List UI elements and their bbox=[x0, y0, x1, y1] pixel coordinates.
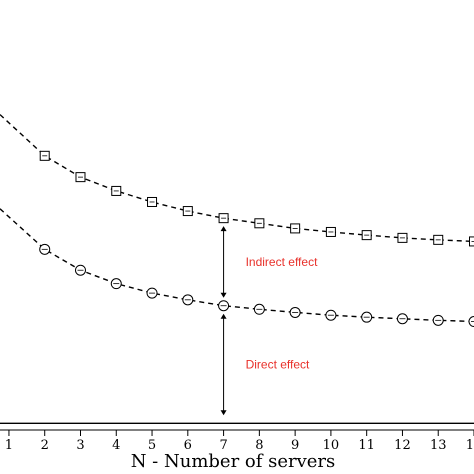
x-axis-label: N - Number of servers bbox=[131, 451, 336, 472]
annotation-label: Direct effect bbox=[246, 358, 310, 372]
series-line-1 bbox=[0, 114, 474, 243]
x-tick-label: 4 bbox=[112, 438, 120, 453]
x-tick-label: 1 bbox=[5, 438, 13, 453]
x-tick-label: 13 bbox=[430, 438, 447, 453]
annotation-layer: Indirect effect Direct effect bbox=[220, 226, 318, 416]
x-tick-layer: 1234567891011121314 bbox=[5, 430, 474, 453]
x-tick-label: 7 bbox=[219, 438, 227, 453]
series-line-2 bbox=[0, 208, 474, 323]
x-tick-label: 5 bbox=[148, 438, 156, 453]
arrow-head-up bbox=[220, 226, 227, 232]
x-tick-label: 2 bbox=[41, 438, 49, 453]
x-tick-label: 8 bbox=[255, 438, 263, 453]
arrow-head-down bbox=[220, 410, 227, 416]
arrow-head-up bbox=[220, 313, 227, 319]
x-tick-label: 11 bbox=[358, 438, 375, 453]
x-tick-label: 14 bbox=[466, 438, 474, 453]
series-layer bbox=[0, 114, 474, 328]
x-tick-label: 9 bbox=[291, 438, 299, 453]
annotation-label: Indirect effect bbox=[246, 255, 318, 269]
x-tick-label: 3 bbox=[76, 438, 84, 453]
x-tick-label: 12 bbox=[394, 438, 411, 453]
arrow-head-down bbox=[220, 292, 227, 298]
x-tick-label: 6 bbox=[184, 438, 192, 453]
x-tick-label: 10 bbox=[323, 438, 340, 453]
